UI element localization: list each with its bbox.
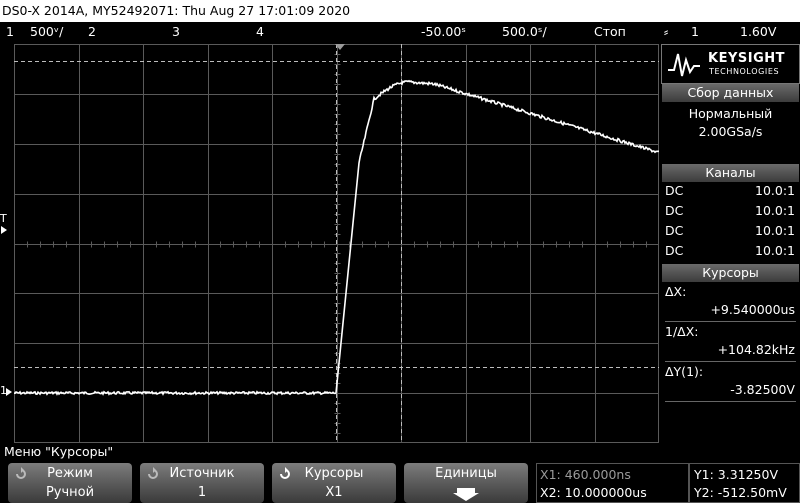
title-bar: DS0-X 2014A, MY52492071: Thu Aug 27 17:0… xyxy=(0,0,800,22)
inverse-delta-x-label: 1/ΔX: xyxy=(665,324,699,339)
ch1-number[interactable]: 1 xyxy=(6,24,14,39)
cursor-y1-value: Y1: 3.31250V xyxy=(694,467,779,482)
ch2-number[interactable]: 2 xyxy=(88,24,96,39)
acquisition-mode: Нормальный xyxy=(688,106,773,121)
divider xyxy=(665,321,796,322)
ch1-scale[interactable]: 500ᵛ/ xyxy=(30,24,64,39)
run-state[interactable]: Стоп xyxy=(594,24,626,39)
delta-y-value: -3.82500V xyxy=(730,382,795,397)
logo-brand: KEYSIGHT xyxy=(708,51,785,66)
ch4-number[interactable]: 4 xyxy=(256,24,264,39)
time-scale[interactable]: 500.0ˢ/ xyxy=(502,24,547,39)
rotate-icon xyxy=(16,467,26,479)
softkey-cursors[interactable]: Курсоры X1 xyxy=(272,463,396,503)
delta-y-label: ΔY(1): xyxy=(665,364,704,379)
divider xyxy=(665,401,796,402)
softkey-units-label: Единицы xyxy=(435,466,497,481)
softkey-source[interactable]: Источник 1 xyxy=(140,463,264,503)
cursor-x1-value: X1: 460.000ns xyxy=(540,467,631,482)
acquisition-rate: 2.00GSa/s xyxy=(698,124,763,139)
trigger-position-icon xyxy=(335,44,345,50)
delta-x-label: ΔX: xyxy=(665,284,687,299)
softkey-source-value: 1 xyxy=(197,485,207,500)
keysight-wave-icon xyxy=(668,53,700,77)
channel-probe: 10.0:1 xyxy=(755,243,795,258)
trigger-level[interactable]: 1.60V xyxy=(740,24,777,39)
channels-header[interactable]: Каналы xyxy=(662,164,799,182)
ground-arrow-icon xyxy=(6,388,12,396)
rotate-icon xyxy=(280,467,290,479)
softkey-source-label: Источник xyxy=(169,466,235,481)
softkey-units[interactable]: Единицы xyxy=(404,463,528,503)
trigger-edge-icon: ⸗ xyxy=(664,24,669,39)
title-text: DS0-X 2014A, MY52492071: Thu Aug 27 17:0… xyxy=(2,3,351,18)
divider xyxy=(665,361,796,362)
waveform-graticule xyxy=(14,44,659,443)
softkey-cursors-label: Курсоры xyxy=(304,466,364,481)
acquisition-body: Нормальный 2.00GSa/s xyxy=(662,102,799,162)
channel-row: DC 10.0:1 xyxy=(665,202,795,220)
inverse-delta-x-value: +104.82kHz xyxy=(717,342,795,357)
channel-row: DC 10.0:1 xyxy=(665,222,795,240)
right-panel: KEYSIGHT TECHNOLOGIES Сбор данных Нормал… xyxy=(661,44,800,443)
channel-row: DC 10.0:1 xyxy=(665,182,795,200)
trigger-arrow-icon xyxy=(1,226,7,234)
trigger-level-marker: T xyxy=(0,212,7,225)
channel-probe: 10.0:1 xyxy=(755,183,795,198)
time-offset[interactable]: -50.00ˢ xyxy=(421,24,466,39)
channel-coupling: DC xyxy=(665,203,684,218)
acquisition-header[interactable]: Сбор данных xyxy=(662,84,799,102)
delta-x-value: +9.540000us xyxy=(710,302,795,317)
channel-row: DC 10.0:1 xyxy=(665,242,795,260)
channel-probe: 10.0:1 xyxy=(755,203,795,218)
channels-body: DC 10.0:1 DC 10.0:1 DC 10.0:1 DC 10.0:1 xyxy=(662,182,799,266)
channel-coupling: DC xyxy=(665,183,684,198)
waveform-trace xyxy=(14,79,659,396)
trigger-source[interactable]: 1 xyxy=(691,24,699,39)
keysight-logo: KEYSIGHT TECHNOLOGIES xyxy=(661,44,800,84)
channel-coupling: DC xyxy=(665,243,684,258)
cursors-header[interactable]: Курсоры xyxy=(662,264,799,282)
channel1-ground-marker: 1 xyxy=(0,384,7,397)
softkey-mode-label: Режим xyxy=(47,466,93,481)
cursor-y-readout: Y1: 3.31250V Y2: -512.50mV xyxy=(689,463,800,503)
softkey-mode[interactable]: Режим Ручной xyxy=(8,463,132,503)
softkey-cursors-value: X1 xyxy=(325,485,343,500)
waveform-display[interactable] xyxy=(14,44,659,443)
channel-coupling: DC xyxy=(665,223,684,238)
rotate-icon xyxy=(148,467,158,479)
logo-sub: TECHNOLOGIES xyxy=(709,67,780,76)
cursor-x-readout: X1: 460.000ns X2: 10.000000us xyxy=(536,463,689,503)
menu-title: Меню "Курсоры" xyxy=(4,444,114,459)
cursor-x2-value: X2: 10.000000us xyxy=(540,485,647,500)
cursors-body: ΔX: +9.540000us 1/ΔX: +104.82kHz ΔY(1): … xyxy=(662,282,799,404)
down-arrow-icon xyxy=(457,488,475,493)
status-bar: 1 500ᵛ/ 2 3 4 -50.00ˢ 500.0ˢ/ Стоп ⸗ 1 1… xyxy=(0,22,800,42)
channel-probe: 10.0:1 xyxy=(755,223,795,238)
softkey-bar: Режим Ручной Источник 1 Курсоры X1 Едини… xyxy=(0,460,800,503)
softkey-mode-value: Ручной xyxy=(45,485,95,500)
cursor-y2-value: Y2: -512.50mV xyxy=(694,485,787,500)
ch3-number[interactable]: 3 xyxy=(172,24,180,39)
